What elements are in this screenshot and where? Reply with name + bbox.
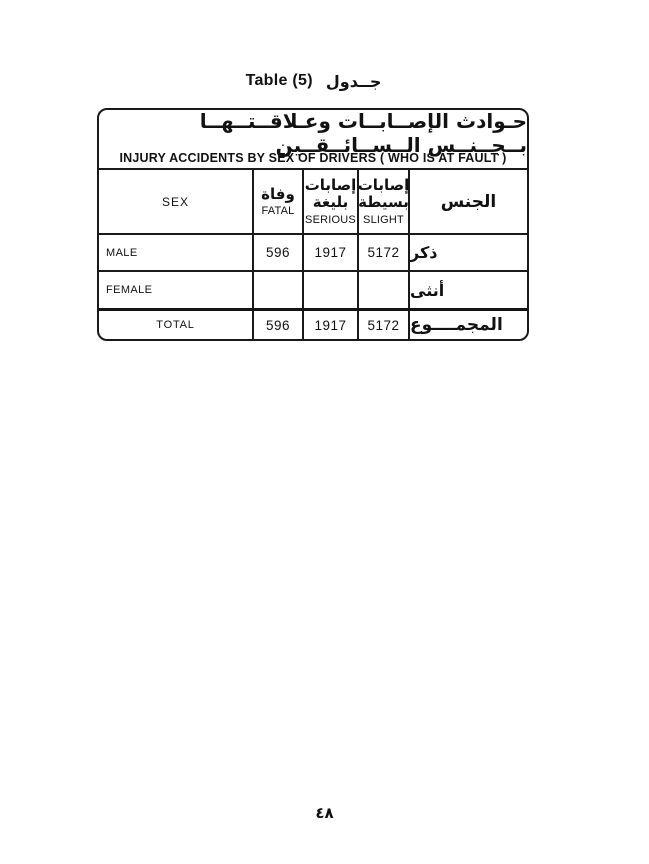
row-male-label-arabic: ذكر xyxy=(408,233,527,270)
column-header-serious-english: SERIOUS xyxy=(305,213,356,226)
column-header-slight-arabic-line2: بسيطة xyxy=(358,193,408,211)
row-total-slight-value: 5172 xyxy=(357,308,408,339)
row-male-serious-value: 1917 xyxy=(302,233,357,270)
column-header-serious-arabic-line2: بليغة xyxy=(312,193,349,211)
row-total-label-arabic: المجمــــوع xyxy=(408,308,527,339)
page-number: ٤٨ xyxy=(315,804,334,822)
row-female-fatal-value xyxy=(252,270,302,308)
table-grid: SEX وفاة FATAL إصابات بليغة SERIOUS إصاب… xyxy=(99,170,527,339)
row-male-slight-value: 5172 xyxy=(357,233,408,270)
column-header-fatal-english: FATAL xyxy=(261,205,295,218)
row-female-label: FEMALE xyxy=(99,270,252,308)
row-male-label: MALE xyxy=(99,233,252,270)
row-total-serious-value: 1917 xyxy=(302,308,357,339)
column-header-slight: إصابات بسيطة SLIGHT xyxy=(357,170,408,233)
column-header-slight-english: SLIGHT xyxy=(363,213,404,226)
column-header-fatal-arabic: وفاة xyxy=(261,184,295,203)
page-title: Table (5) جــدول xyxy=(0,70,627,91)
row-female-slight-value xyxy=(357,270,408,308)
page-title-english: Table (5) xyxy=(245,72,313,89)
table-title-arabic: حـوادث الإصــابــات وعـلاقــتــهــا بــج… xyxy=(199,109,527,157)
column-header-slight-arabic-line1: إصابات xyxy=(357,176,408,195)
table-title-english: INJURY ACCIDENTS BY SEX OF DRIVERS ( WHO… xyxy=(99,151,527,170)
row-total-fatal-value: 596 xyxy=(252,308,302,339)
row-male-fatal-value: 596 xyxy=(252,233,302,270)
column-header-fatal: وفاة FATAL xyxy=(252,170,302,233)
column-header-sex: SEX xyxy=(99,170,252,233)
page-title-arabic: جــدول xyxy=(325,72,382,91)
accidents-table: حـوادث الإصــابــات وعـلاقــتــهــا بــج… xyxy=(97,108,529,341)
column-header-sex-label: SEX xyxy=(161,194,189,209)
row-female-label-arabic: أنثى xyxy=(408,270,527,308)
column-header-serious-arabic-line1: إصابات xyxy=(304,176,357,195)
column-header-gender-arabic: الجنس xyxy=(408,170,527,233)
column-header-serious: إصابات بليغة SERIOUS xyxy=(302,170,357,233)
row-female-serious-value xyxy=(302,270,357,308)
row-total-label: TOTAL xyxy=(99,308,252,339)
